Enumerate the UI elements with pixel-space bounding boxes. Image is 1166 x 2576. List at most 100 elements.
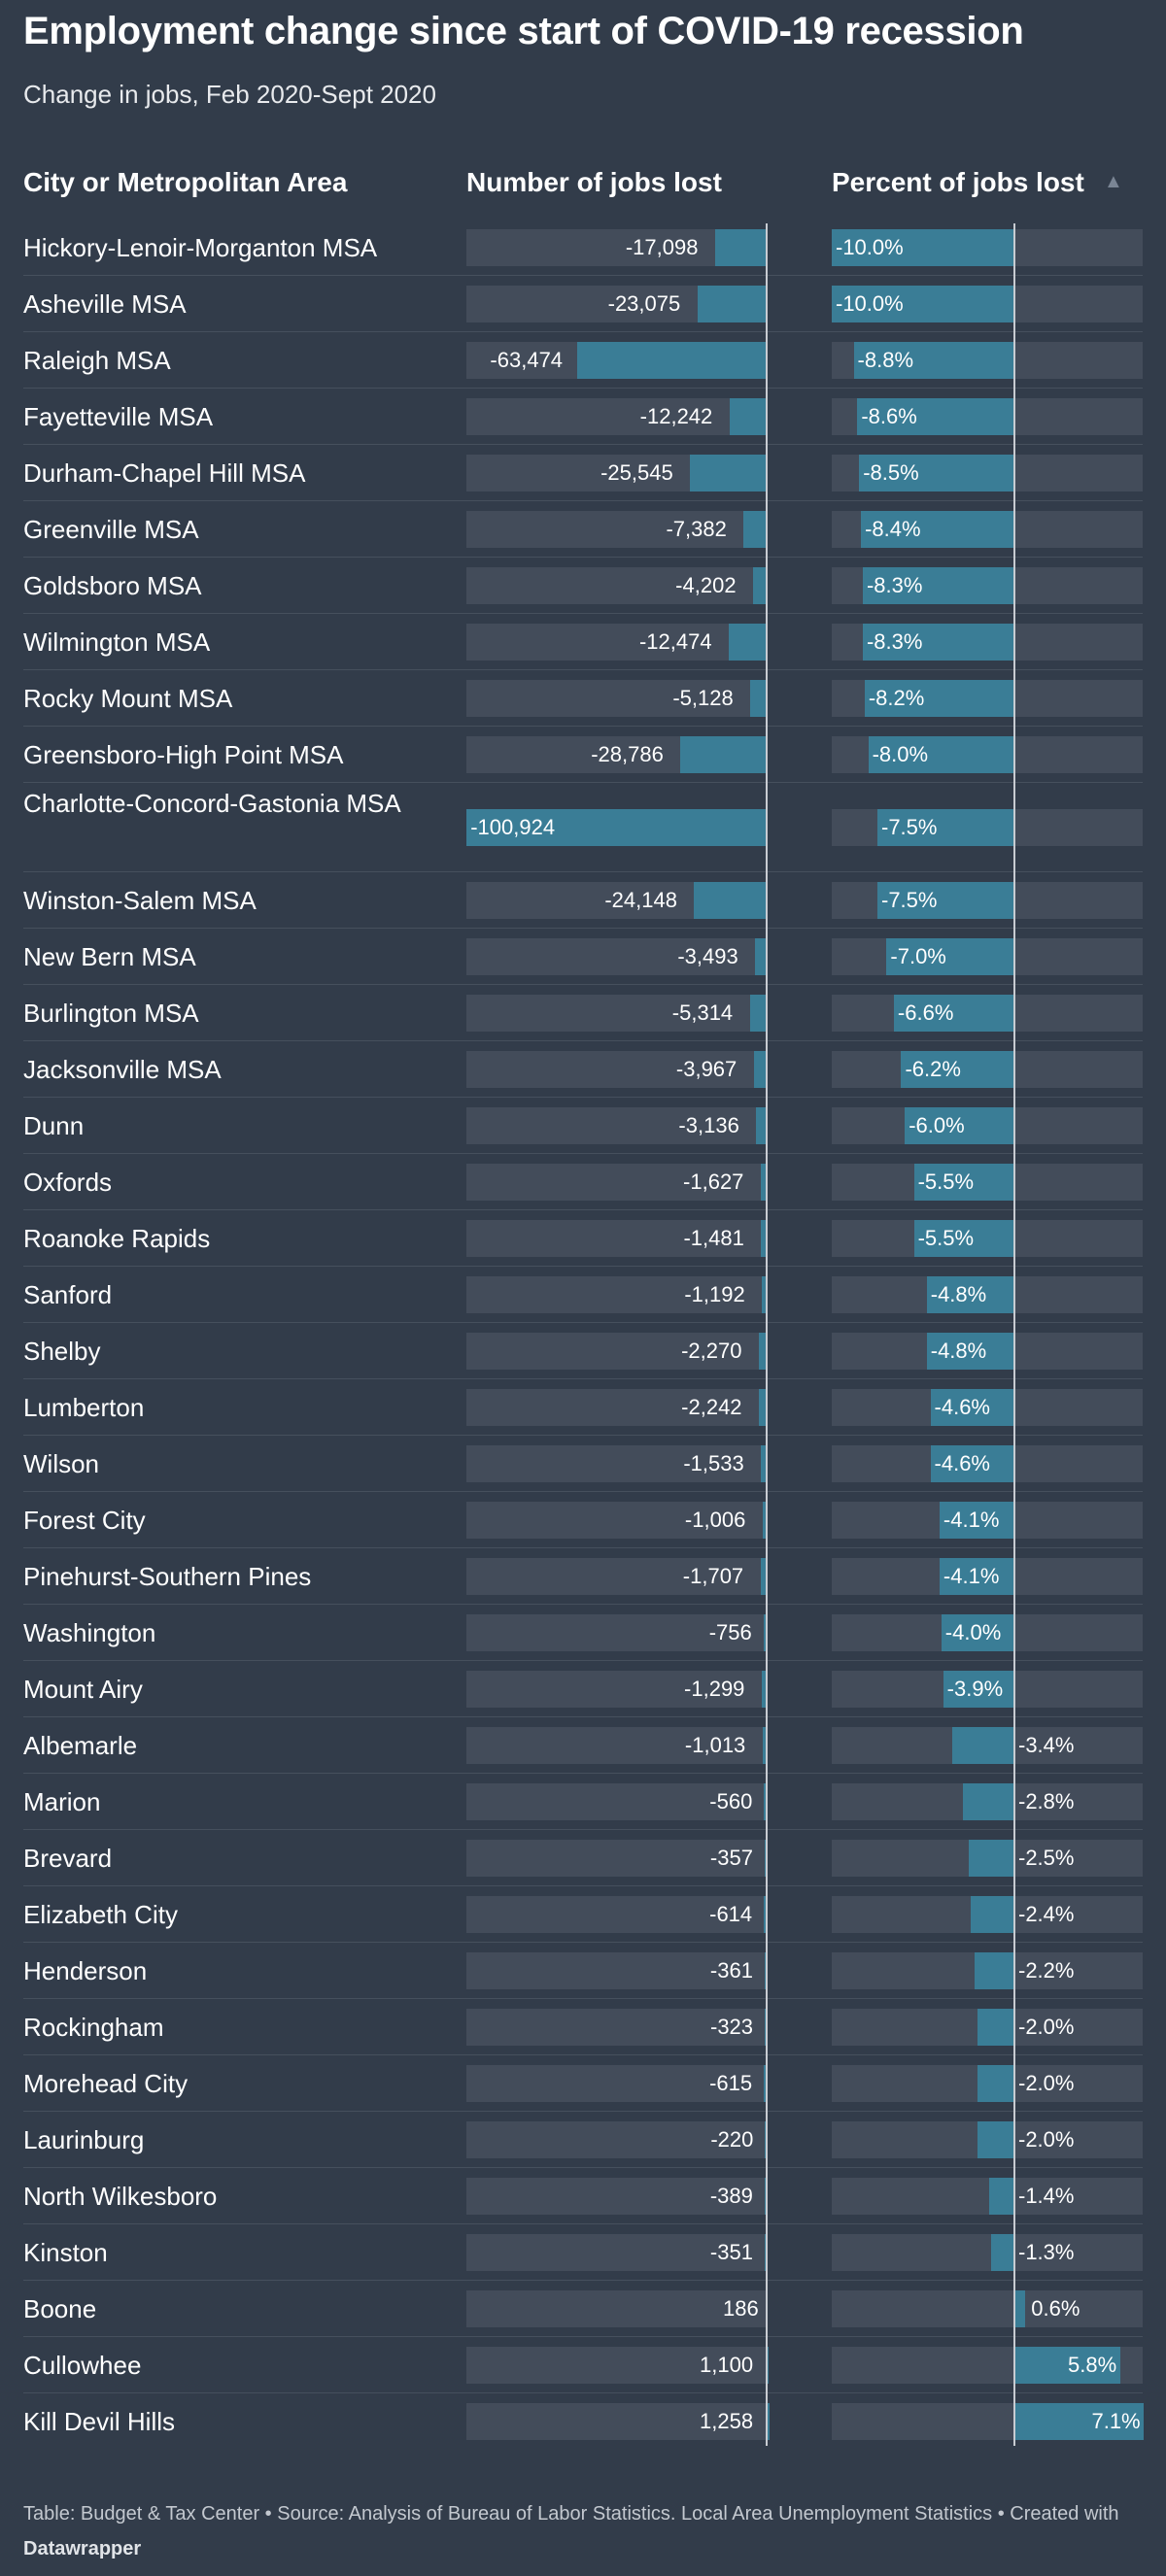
- jobs-bar-track: [466, 2234, 768, 2271]
- jobs-bar: [753, 567, 766, 604]
- percent-value-label: -7.5%: [881, 888, 938, 912]
- percent-value-label: -3.4%: [1018, 1733, 1075, 1757]
- jobs-value-label: -357: [709, 1846, 753, 1870]
- jobs-value-label: -756: [708, 1620, 752, 1644]
- jobs-bar-track: [466, 1896, 768, 1933]
- percent-value-label: -2.4%: [1018, 1902, 1075, 1926]
- jobs-bar-track: [466, 624, 768, 661]
- jobs-bar: [729, 398, 766, 435]
- jobs-bar: [749, 995, 766, 1032]
- row-name: Charlotte-Concord-Gastonia MSA: [23, 789, 401, 818]
- percent-value-label: -6.0%: [909, 1113, 965, 1137]
- row-divider: [23, 1547, 1143, 1548]
- jobs-bar: [762, 1671, 766, 1708]
- jobs-value-label: -1,192: [684, 1282, 745, 1306]
- jobs-bar-track: [466, 2290, 768, 2327]
- row-name: North Wilkesboro: [23, 2181, 218, 2211]
- percent-value-label: -6.2%: [905, 1057, 961, 1081]
- jobs-bar-track: [466, 995, 768, 1032]
- jobs-value-label: -63,474: [490, 348, 564, 372]
- row-name: Asheville MSA: [23, 288, 187, 319]
- jobs-bar-track: [466, 1558, 768, 1595]
- jobs-zero-axis: [766, 223, 768, 2446]
- table-row: Rockingham -323 -2.0%: [0, 1999, 1166, 2055]
- jobs-value-label: -12,242: [639, 404, 713, 428]
- jobs-bar-track: [466, 1276, 768, 1313]
- percent-value-label: -2.0%: [1018, 2127, 1075, 2152]
- percent-bar: [913, 1164, 1014, 1201]
- row-divider: [23, 275, 1143, 276]
- percent-bar: [864, 680, 1014, 717]
- row-name: Kill Devil Hills: [23, 2406, 176, 2436]
- jobs-value-label: -17,098: [625, 235, 699, 259]
- percent-value-label: -7.0%: [890, 944, 946, 968]
- jobs-bar: [714, 229, 766, 266]
- jobs-value-label: 186: [723, 2296, 759, 2321]
- row-name: Lumberton: [23, 1392, 145, 1422]
- jobs-value-label: -1,707: [682, 1564, 744, 1588]
- table-row: Fayetteville MSA -12,242 -8.6%: [0, 389, 1166, 445]
- row-name: Durham-Chapel Hill MSA: [23, 458, 306, 488]
- row-name: Mount Airy: [23, 1674, 143, 1704]
- table-row: North Wilkesboro -389 -1.4%: [0, 2168, 1166, 2224]
- percent-value-label: -1.3%: [1018, 2240, 1075, 2264]
- table-row: Henderson -361 -2.2%: [0, 1943, 1166, 1999]
- row-divider: [23, 2054, 1143, 2055]
- row-divider: [23, 669, 1143, 670]
- jobs-bar: [728, 624, 766, 661]
- jobs-bar-track: [466, 1164, 768, 1201]
- table-row: Asheville MSA -23,075 -10.0%: [0, 276, 1166, 332]
- percent-bar-track: [832, 2178, 1143, 2215]
- column-header-jobs[interactable]: Number of jobs lost: [466, 167, 722, 197]
- table-row: Winston-Salem MSA -24,148 -7.5%: [0, 872, 1166, 929]
- row-divider: [23, 500, 1143, 501]
- jobs-bar: [763, 1614, 766, 1651]
- percent-bar: [1014, 2290, 1026, 2327]
- row-divider: [23, 782, 1143, 783]
- row-name: Henderson: [23, 1955, 148, 1985]
- table-row: Cullowhee 1,100 5.8%: [0, 2337, 1166, 2393]
- percent-bar: [877, 882, 1014, 919]
- jobs-bar: [694, 882, 766, 919]
- jobs-value-label: -28,786: [591, 742, 664, 766]
- row-name: Washington: [23, 1617, 156, 1647]
- percent-value-label: -4.1%: [943, 1564, 1000, 1588]
- row-divider: [23, 1829, 1143, 1830]
- jobs-value-label: -1,627: [683, 1169, 744, 1194]
- column-header-name[interactable]: City or Metropolitan Area: [23, 167, 348, 197]
- percent-value-label: -4.6%: [934, 1451, 990, 1475]
- row-name: Brevard: [23, 1843, 113, 1873]
- row-name: Roanoke Rapids: [23, 1223, 211, 1253]
- percent-value-label: -8.3%: [866, 573, 923, 597]
- jobs-bar: [743, 511, 766, 548]
- table-row: Kinston -351 -1.3%: [0, 2224, 1166, 2281]
- percent-value-label: 0.6%: [1031, 2296, 1080, 2321]
- jobs-bar-track: [466, 1502, 768, 1539]
- row-name: Dunn: [23, 1110, 85, 1140]
- sort-ascending-icon[interactable]: ▲: [1104, 171, 1123, 192]
- table-row: Durham-Chapel Hill MSA -25,545 -8.5%: [0, 445, 1166, 501]
- jobs-bar-track: [466, 1783, 768, 1820]
- table-body: Hickory-Lenoir-Morganton MSA -17,098 -10.0…: [0, 223, 1166, 2446]
- column-header-percent[interactable]: Percent of jobs lost: [832, 167, 1084, 197]
- jobs-bar-track: [466, 1445, 768, 1482]
- footer-brand[interactable]: Datawrapper: [23, 2538, 142, 2559]
- row-name: Forest City: [23, 1505, 146, 1535]
- jobs-value-label: -5,314: [671, 1000, 734, 1025]
- percent-value-label: -2.5%: [1018, 1846, 1075, 1870]
- row-name: Greenville MSA: [23, 514, 199, 544]
- percent-bar: [952, 1727, 1014, 1764]
- jobs-value-label: -3,967: [675, 1057, 737, 1081]
- table-row: Albemarle -1,013 -3.4%: [0, 1717, 1166, 1774]
- percent-bar: [939, 1558, 1014, 1595]
- row-divider: [23, 726, 1143, 727]
- row-divider: [23, 557, 1143, 558]
- table-row: New Bern MSA -3,493 -7.0%: [0, 929, 1166, 985]
- row-divider: [23, 1942, 1143, 1943]
- jobs-bar-track: [466, 1333, 768, 1370]
- row-name: Cullowhee: [23, 2350, 142, 2380]
- table-row: Goldsboro MSA -4,202 -8.3%: [0, 558, 1166, 614]
- percent-bar: [963, 1783, 1014, 1820]
- jobs-bar: [753, 1051, 766, 1088]
- jobs-bar: [764, 2065, 767, 2102]
